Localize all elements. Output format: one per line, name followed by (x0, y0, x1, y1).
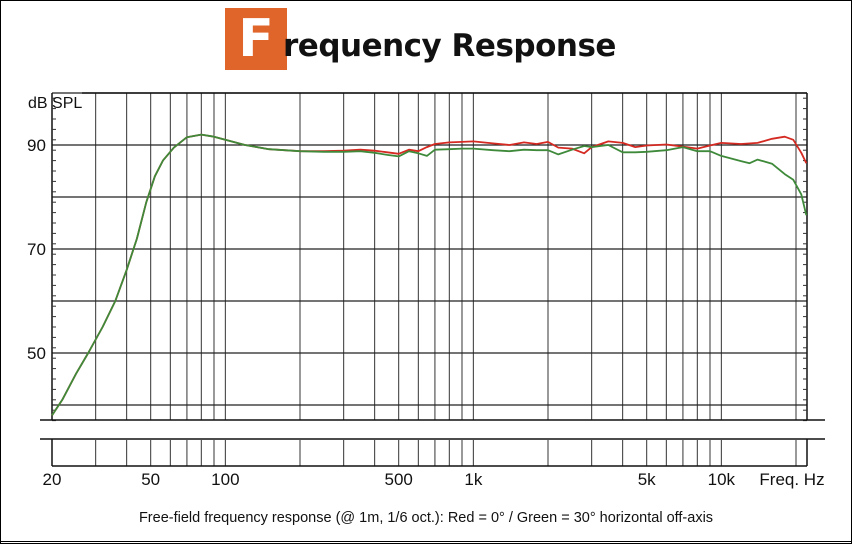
chart-series (51, 133, 808, 416)
chart-caption: Free-field frequency response (@ 1m, 1/6… (138, 510, 714, 526)
x-axis-title: Freq. Hz (759, 470, 824, 489)
x-tick-label: 10k (708, 470, 736, 489)
chart-axes (40, 92, 825, 467)
series-red-0deg (51, 133, 808, 416)
x-tick-label: 5k (638, 470, 656, 489)
axis-labels: dB SPL 90 70 50 20 50 100 500 1k 5k 10k Freq. Hz (27, 95, 825, 489)
chart-title: F requency Response (225, 8, 616, 70)
x-tick-label: 20 (43, 470, 62, 489)
y-axis-title: dB SPL (28, 95, 82, 112)
title-text: requency Response (283, 28, 616, 64)
y-tick-label: 90 (27, 136, 46, 155)
x-tick-label: 100 (211, 470, 239, 489)
x-tick-label: 1k (464, 470, 482, 489)
y-tick-label: 50 (27, 344, 46, 363)
bottom-rule (0, 541, 852, 542)
y-tick-label: 70 (27, 240, 46, 259)
title-initial-badge: F (225, 8, 287, 70)
x-tick-label: 50 (141, 470, 160, 489)
x-tick-label: 500 (385, 470, 413, 489)
series-green-30deg (51, 133, 808, 416)
